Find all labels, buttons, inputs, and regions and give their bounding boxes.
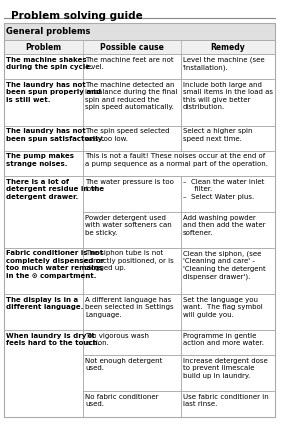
Text: The siphon tube is not
correctly positioned, or is
clogged up.: The siphon tube is not correctly positio… <box>85 250 174 272</box>
Text: Clean the siphon, (see
'Cleaning and care' -
'Cleaning the detergent
dispenser d: Clean the siphon, (see 'Cleaning and car… <box>183 250 266 280</box>
Text: The machine detected an
imbalance during the final
spin and reduced the
spin spe: The machine detected an imbalance during… <box>85 82 178 110</box>
Bar <box>83 391 181 416</box>
Text: Problem: Problem <box>25 42 62 52</box>
Bar <box>181 176 274 212</box>
Bar <box>4 176 83 248</box>
Bar <box>83 294 181 330</box>
Text: Use fabric conditioner in
last rinse.: Use fabric conditioner in last rinse. <box>183 394 268 407</box>
Text: Not enough detergent
used.: Not enough detergent used. <box>85 358 163 371</box>
Bar <box>4 54 83 79</box>
Text: Problem solving guide: Problem solving guide <box>11 11 143 21</box>
Text: Increase detergent dose
to prevent limescale
build up in laundry.: Increase detergent dose to prevent limes… <box>183 358 268 379</box>
Text: No fabric conditioner
used.: No fabric conditioner used. <box>85 394 159 407</box>
Text: There is a lot of
detergent residue in the
detergent drawer.: There is a lot of detergent residue in t… <box>6 179 104 200</box>
Text: Programme in gentle
action and more water.: Programme in gentle action and more wate… <box>183 332 264 346</box>
Text: Add washing powder
and then add the water
softener.: Add washing powder and then add the wate… <box>183 215 265 236</box>
Bar <box>4 125 83 151</box>
Text: The machine feet are not
level.: The machine feet are not level. <box>85 57 174 70</box>
Text: Possible cause: Possible cause <box>100 42 164 52</box>
Bar <box>181 330 274 355</box>
Bar <box>83 54 181 79</box>
Text: Include both large and
small items in the load as
this will give better
distribu: Include both large and small items in th… <box>183 82 273 110</box>
Bar <box>83 151 274 176</box>
Bar <box>83 125 181 151</box>
Bar <box>4 294 83 330</box>
Text: This is not a fault! These noises occur at the end of
a pump sequence as a norma: This is not a fault! These noises occur … <box>85 153 268 167</box>
Bar <box>83 176 181 212</box>
Text: Select a higher spin
speed next time.: Select a higher spin speed next time. <box>183 128 252 142</box>
Text: The display is in a
different language.: The display is in a different language. <box>6 297 83 310</box>
Text: Powder detergent used
with water softeners can
be sticky.: Powder detergent used with water softene… <box>85 215 172 236</box>
Text: The machine shakes
during the spin cycle.: The machine shakes during the spin cycle… <box>6 57 93 70</box>
Text: The laundry has not
been spun properly and
is still wet.: The laundry has not been spun properly a… <box>6 82 101 103</box>
Text: –  Clean the water inlet
     filter.
–  Select Water plus.: – Clean the water inlet filter. – Select… <box>183 179 264 200</box>
Text: Set the language you
want.  The flag symbol
will guide you.: Set the language you want. The flag symb… <box>183 297 262 318</box>
Text: The water pressure is too
low.: The water pressure is too low. <box>85 179 174 193</box>
Bar <box>4 330 83 416</box>
Text: Level the machine (see
'Installation).: Level the machine (see 'Installation). <box>183 57 265 71</box>
Bar <box>83 212 181 248</box>
Text: The laundry has not
been spun satisfactorily.: The laundry has not been spun satisfacto… <box>6 128 104 142</box>
Bar <box>181 212 274 248</box>
Bar <box>4 23 275 40</box>
Bar <box>4 40 275 54</box>
Bar <box>181 355 274 391</box>
Text: General problems: General problems <box>6 27 91 37</box>
Text: The spin speed selected
was too low.: The spin speed selected was too low. <box>85 128 170 142</box>
Bar <box>181 391 274 416</box>
Bar <box>181 79 274 125</box>
Text: When laundry is dry it
feels hard to the touch.: When laundry is dry it feels hard to the… <box>6 332 100 346</box>
Bar <box>181 248 274 294</box>
Bar <box>181 294 274 330</box>
Bar <box>83 330 181 355</box>
Bar <box>83 248 181 294</box>
Text: Remedy: Remedy <box>210 42 245 52</box>
Bar <box>4 151 83 176</box>
Bar <box>181 54 274 79</box>
Bar <box>4 79 83 125</box>
Bar <box>181 125 274 151</box>
Text: A different language has
been selected in Settings
Language.: A different language has been selected i… <box>85 297 174 318</box>
Text: Fabric conditioner is not
completely dispensed or
too much water remains
in the : Fabric conditioner is not completely dis… <box>6 250 104 279</box>
Bar <box>83 79 181 125</box>
Text: Too vigorous wash
action.: Too vigorous wash action. <box>85 332 149 346</box>
Text: The pump makes
strange noises.: The pump makes strange noises. <box>6 153 74 167</box>
Bar <box>83 355 181 391</box>
Bar <box>4 248 83 294</box>
